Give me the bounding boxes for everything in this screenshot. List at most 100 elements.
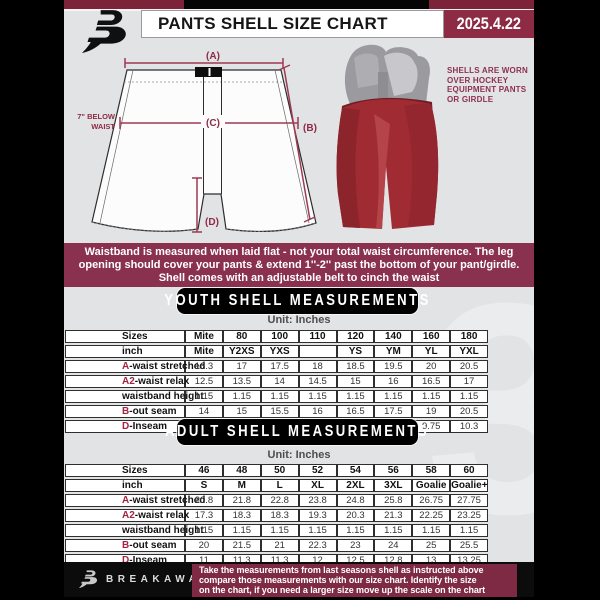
topbar-maroon-left [64,0,184,9]
table-cell: 2XL [336,479,375,492]
table-cell: 1.15 [336,390,375,403]
table-cell: 52 [298,464,337,477]
table-row: A2-waist relax 17.3 18.3 18.3 19.3 20.3 21.3 22… [65,509,488,522]
row-label: inch [65,479,185,492]
table-row: Sizes Mite 80 100 110 120 140 160 180 [65,330,488,343]
footer-note-line: on the chart, if you need a larger size … [199,584,486,595]
row-label: A2-waist relax [65,509,189,522]
table-cell: 19.3 [298,509,337,522]
footer-note-line: compare those measurements with our size… [199,574,477,585]
table-cell: 17.5 [374,405,413,418]
table-cell: Goalie+ [450,479,488,492]
table-cell: 140 [374,330,413,343]
adult-heading-text: ADULT SHELL MEASUREMENTS [165,423,430,440]
table-cell: 15.5 [260,405,299,418]
table-cell: Goalie [412,479,451,492]
table-cell: 110 [298,330,337,343]
caption-line: OR GIRDLE [447,94,494,104]
table-row: A-waist stretched 20.8 21.8 22.8 23.8 24.8 25.… [65,494,488,507]
table-cell: 21.3 [374,509,413,522]
table-cell: 1.15 [450,524,488,537]
table-cell: 16.3 [185,360,223,373]
table-cell: 16 [298,405,337,418]
table-cell: 3XL [374,479,413,492]
table-row: inch Mite Y2XS YXS YS YM YL YXL [65,345,488,358]
row-label-prefix: D [122,421,130,432]
row-label: A-waist stretched [65,360,205,373]
table-cell: 15 [336,375,375,388]
table-cell: 19.5 [374,360,413,373]
table-cell: 18.3 [260,509,299,522]
row-label-prefix: A [122,495,130,506]
adult-size-table: Sizes 46 48 50 52 54 56 58 60 inch S M L XL 2XL 3XL Goal… [65,462,488,569]
table-cell: 1.15 [222,390,261,403]
table-cell: YM [374,345,413,358]
table-cell: 22.25 [412,509,451,522]
table-cell: 120 [336,330,375,343]
table-cell: 60 [450,464,488,477]
breakaway-logo-icon [82,10,126,53]
row-label: waistband height [65,390,204,403]
table-cell: S [185,479,223,492]
table-cell: 17 [450,375,488,388]
table-cell: 22.3 [298,539,337,552]
table-cell: 56 [374,464,413,477]
table-cell: 48 [222,464,261,477]
footer-instructions: Take the measurements from last seasons … [192,564,517,597]
shell-photo-caption: SHELLS ARE WORN OVER HOCKEY EQUIPMENT PA… [447,66,531,104]
table-row: waistband height 1.15 1.15 1.15 1.15 1.15 1.15… [65,524,488,537]
table-row: B-out seam 20 21.5 21 22.3 23 24 25 25.5 [65,539,488,552]
table-cell: 80 [222,330,261,343]
banner-line: opening should cover your pants & extend… [78,258,520,271]
table-cell: 1.15 [298,524,337,537]
size-chart-flyer: PANTS SHELL SIZE CHART 2025.4.22 [64,0,534,597]
table-cell: 180 [450,330,488,343]
table-row: B-out seam 14 15 15.5 16 16.5 17.5 19 20.5 [65,405,488,418]
topbar-maroon-right [429,0,534,9]
table-cell: 18.3 [222,509,261,522]
label-C: (C) [206,118,220,129]
table-cell: 21 [260,539,299,552]
youth-section-heading: YOUTH SHELL MEASUREMENTS [164,288,428,314]
row-label-prefix: A2 [122,510,135,521]
table-row: A-waist stretched 16.3 17 17.5 18 18.5 19.5 20 2… [65,360,488,373]
table-cell: 19 [412,405,451,418]
table-cell: 17.3 [185,509,223,522]
table-cell: 160 [412,330,451,343]
table-cell: 16 [374,375,413,388]
table-cell: 1.15 [222,524,261,537]
table-cell: 1.15 [412,390,451,403]
topbar-black-middle [184,0,429,9]
date-badge: 2025.4.22 [444,10,534,38]
table-cell: 1.15 [450,390,488,403]
youth-heading-text: YOUTH SHELL MEASUREMENTS [164,292,431,309]
table-cell: 1.15 [336,524,375,537]
row-label: waistband height [65,524,204,537]
table-cell: 100 [260,330,299,343]
table-cell: XL [298,479,337,492]
table-row: waistband height 1.15 1.15 1.15 1.15 1.15 1.15… [65,390,488,403]
table-cell: 1.15 [374,524,413,537]
table-cell: 20.8 [185,494,223,507]
table-cell: 12.5 [185,375,223,388]
table-cell: Y2XS [222,345,261,358]
pants-measurement-diagram: (A) (C) (B) (D) 7" BELOW WAIST [77,51,317,233]
footer-brand: BREAKAWAY [78,569,211,589]
caption-line: EQUIPMENT PANTS [447,85,527,94]
row-label-prefix: A [122,361,130,372]
table-cell: 17 [222,360,261,373]
table-cell: 24 [374,539,413,552]
row-label-prefix: B [122,540,130,551]
row-label-prefix: B [122,406,130,417]
waist-note-line2: WAIST [91,122,115,131]
table-row: Sizes 46 48 50 52 54 56 58 60 [65,464,488,477]
table-cell: 17.5 [260,360,299,373]
measurement-lines [119,58,316,233]
table-cell: 50 [260,464,299,477]
table-cell: 18.5 [336,360,375,373]
table-cell: 54 [336,464,375,477]
table-cell: YXL [450,345,488,358]
table-cell: 20 [412,360,451,373]
table-cell: M [222,479,261,492]
